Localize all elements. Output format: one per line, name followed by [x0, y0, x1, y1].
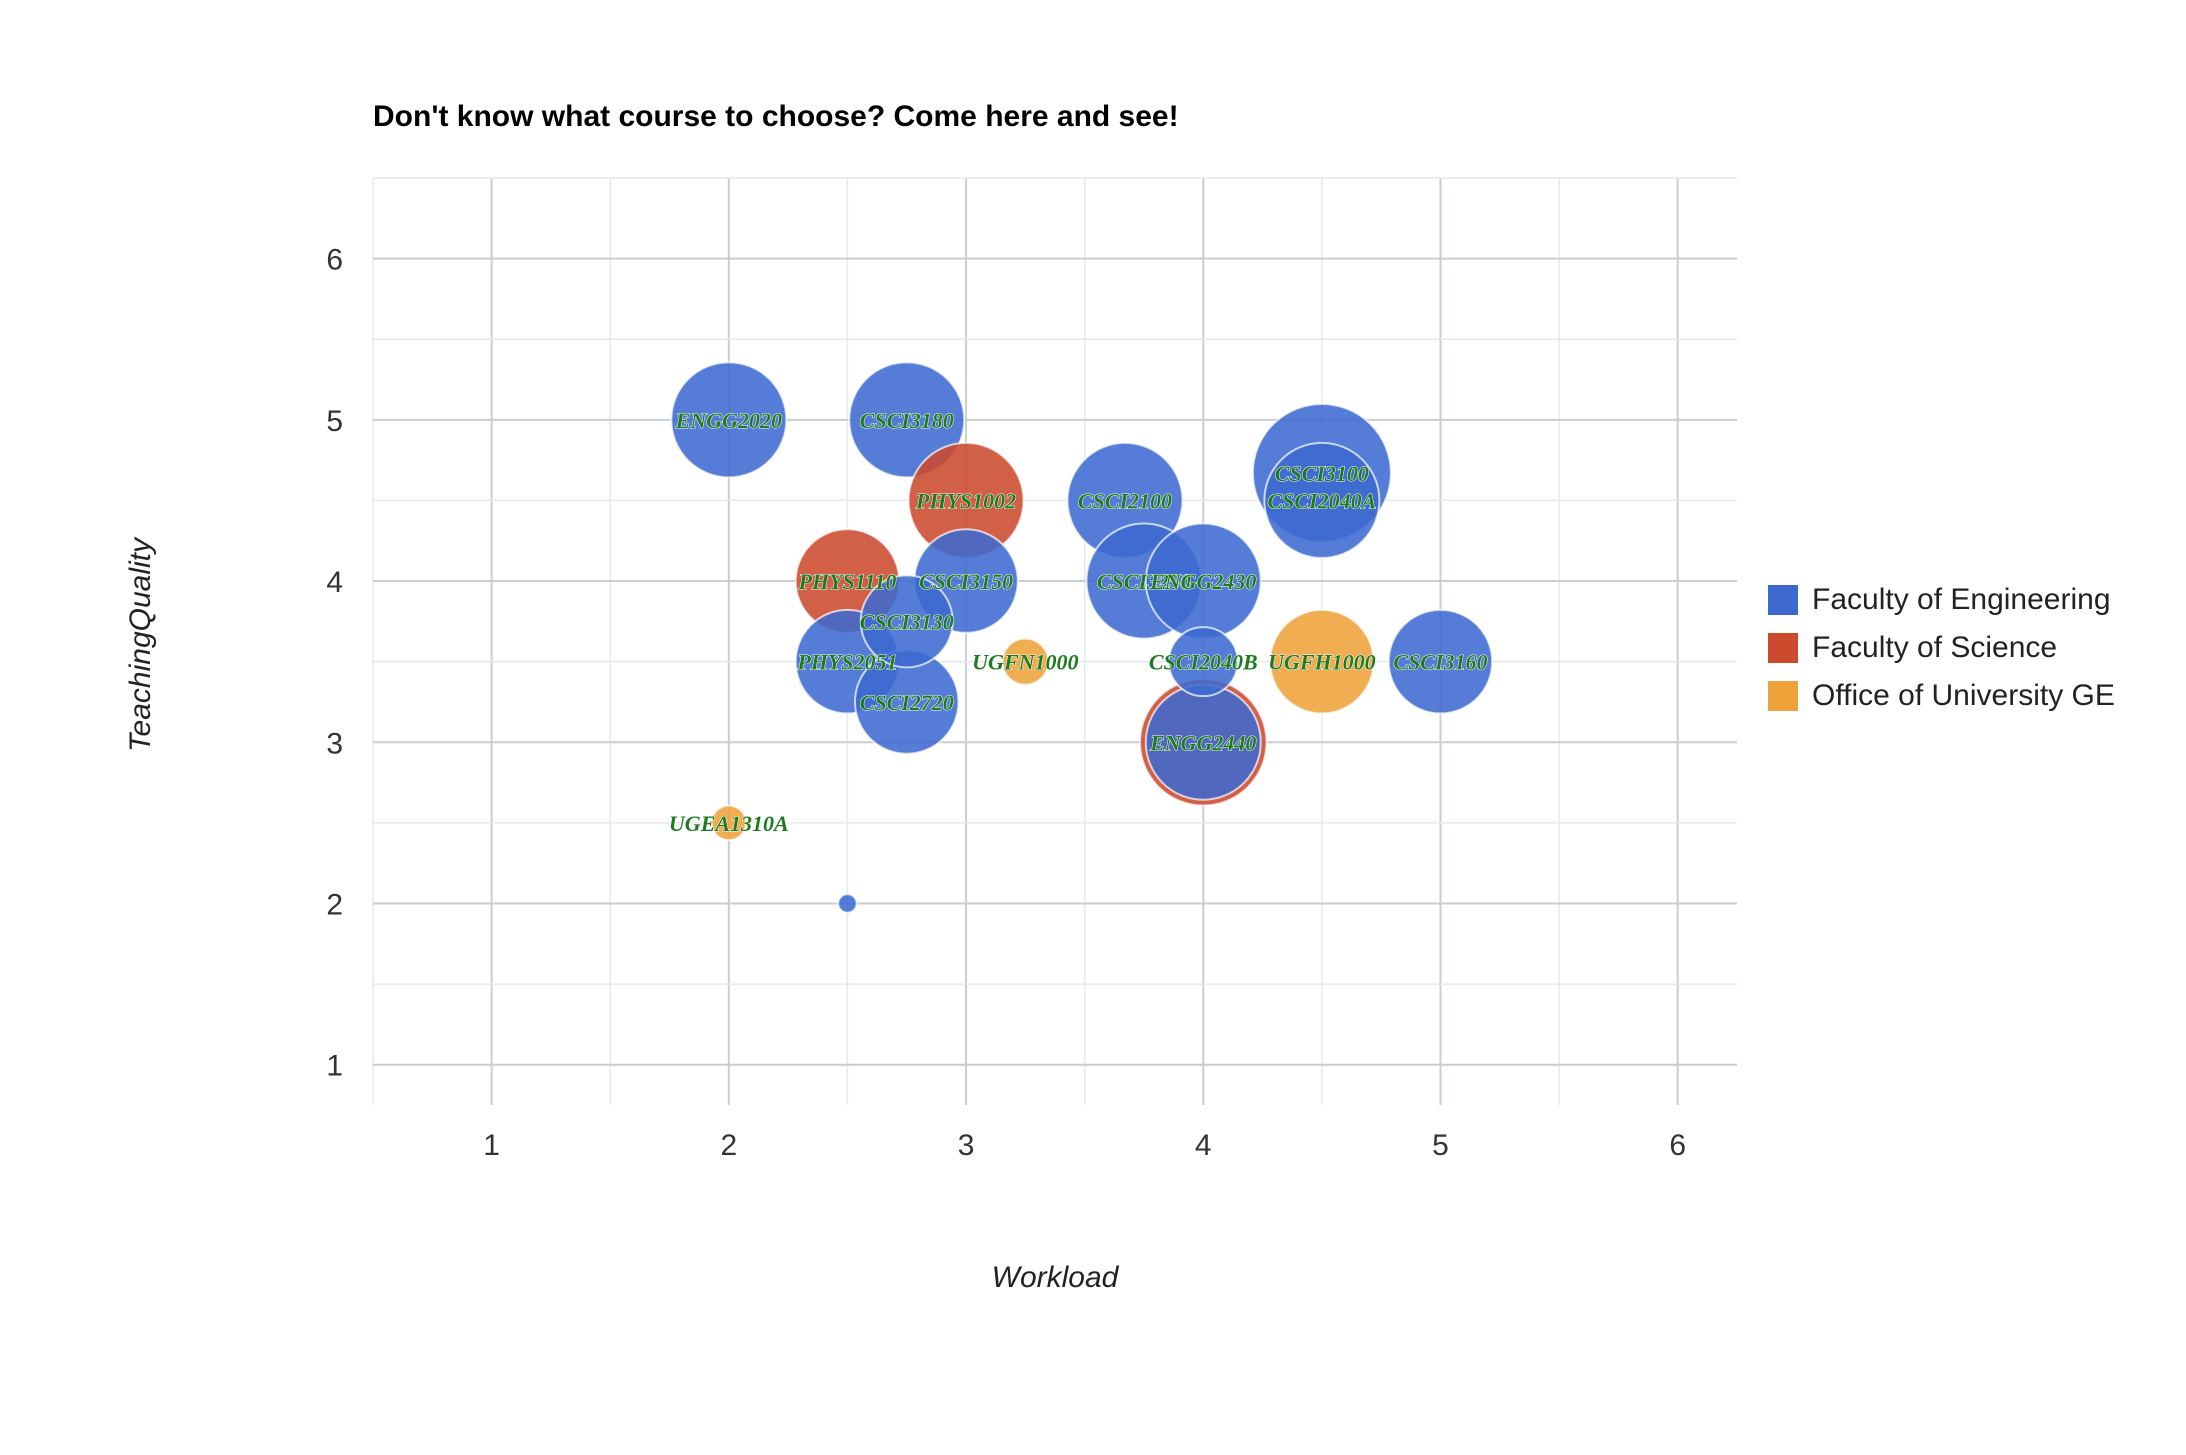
- bubble-point: [670, 361, 788, 479]
- bubble-label: UGEA1310A: [669, 811, 789, 836]
- bubbles: [670, 361, 1494, 914]
- bubble-label: CSCI2040B: [1149, 650, 1258, 675]
- legend-label-ge: Office of University GE: [1812, 679, 2115, 712]
- bubble-label: ENGG2020: [675, 408, 782, 433]
- bubble-label: CSCI3130: [860, 609, 954, 634]
- bubble-point: [1167, 626, 1239, 698]
- y-tick-label: 1: [326, 1050, 343, 1083]
- chart-title: Don't know what course to choose? Come h…: [373, 100, 1179, 133]
- legend-item-ge[interactable]: Office of University GE: [1768, 672, 2115, 720]
- bubble-label: ENGG2440: [1149, 730, 1256, 755]
- y-tick-label: 3: [326, 727, 343, 760]
- bubble-label: UGFH1000: [1268, 650, 1376, 675]
- y-axis-title: TeachingQuality: [124, 536, 157, 752]
- bubble-point: [848, 361, 966, 479]
- legend: Faculty of Engineering Faculty of Scienc…: [1768, 576, 2115, 720]
- bubble-label: CSCI3100: [1275, 461, 1369, 486]
- bubble-point: [1387, 608, 1494, 715]
- grid: [372, 177, 1737, 1105]
- x-tick-label: 5: [1432, 1129, 1449, 1162]
- legend-swatch-ge: [1768, 681, 1798, 711]
- y-tick-label: 6: [326, 244, 343, 277]
- legend-item-engineering[interactable]: Faculty of Engineering: [1768, 576, 2115, 624]
- legend-item-science[interactable]: Faculty of Science: [1768, 624, 2115, 672]
- y-tick-label: 5: [326, 405, 343, 438]
- bubble-label: UGFN1000: [972, 650, 1078, 675]
- bubble-label: CSCI2100: [1078, 488, 1172, 513]
- x-tick-label: 2: [720, 1129, 737, 1162]
- x-tick-label: 3: [958, 1129, 975, 1162]
- bubble-point: [1263, 441, 1381, 559]
- bubble-label: CSCI3150: [919, 569, 1013, 594]
- y-tick-label: 2: [326, 888, 343, 921]
- bubble-label: PHYS1002: [915, 488, 1016, 513]
- legend-label-science: Faculty of Science: [1812, 631, 2058, 664]
- bubble-label: CSCI3250: [1097, 569, 1191, 594]
- bubble-labels: ENGG2020 CSCI3180 PHYS1002 CSCI2100 CSCI3100…: [668, 407, 1488, 836]
- bubble-label: PHYS2051: [796, 650, 897, 675]
- legend-label-engineering: Faculty of Engineering: [1812, 583, 2111, 616]
- bubble-point: [1001, 637, 1050, 686]
- x-axis-title: Workload: [992, 1261, 1120, 1294]
- bubble-label: CSCI3160: [1393, 650, 1487, 675]
- bubble-label: CSCI3180: [860, 408, 954, 433]
- legend-swatch-science: [1768, 633, 1798, 663]
- y-tick-label: 4: [326, 566, 343, 599]
- bubble-label: CSCI2720: [860, 690, 954, 715]
- bubble-label: PHYS1110: [798, 569, 897, 594]
- x-tick-label: 6: [1669, 1129, 1686, 1162]
- bubble-point: [710, 804, 748, 842]
- x-tick-label: 1: [483, 1129, 500, 1162]
- bubble-label: ENGG2430: [1149, 569, 1256, 594]
- bubble-point: [837, 893, 858, 914]
- legend-swatch-engineering: [1768, 585, 1798, 615]
- bubble-point: [859, 574, 954, 669]
- bubble-label: CSCI2040A: [1267, 488, 1376, 513]
- x-tick-label: 4: [1195, 1129, 1212, 1162]
- bubble-point: [1269, 608, 1375, 715]
